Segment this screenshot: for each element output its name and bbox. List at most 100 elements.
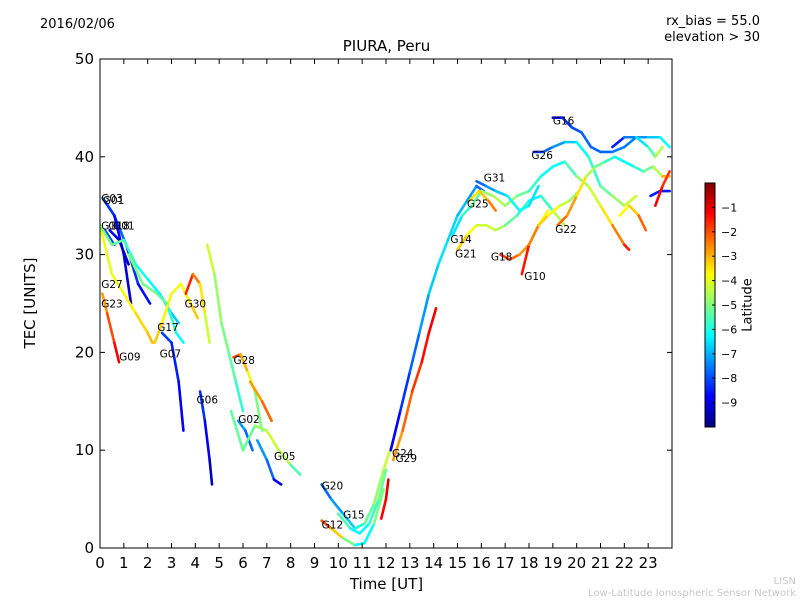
data-segment [515, 189, 531, 198]
data-segment [623, 135, 638, 149]
data-segment [177, 380, 185, 432]
data-segment [363, 502, 376, 525]
data-segment [527, 223, 540, 247]
series-G20 [320, 439, 395, 530]
satellite-label: G29 [396, 453, 418, 465]
data-segment [420, 331, 431, 364]
data-segment [103, 199, 116, 217]
data-segment [134, 263, 149, 281]
x-tick-label: 12 [376, 554, 395, 572]
data-segment [599, 184, 614, 198]
data-segment [446, 214, 459, 242]
colorbar-tick-label: −1 [721, 201, 737, 214]
colorbar-tick-label: −2 [721, 226, 737, 239]
x-tick-label: 23 [639, 554, 658, 572]
satellite-label: G11 [101, 220, 123, 232]
data-segment [651, 165, 664, 178]
data-segment [191, 272, 202, 286]
y-tick-label: 20 [75, 343, 94, 361]
data-segment [236, 419, 247, 432]
footer-line-2: Low-Latitude Ionospheric Sensor Network [588, 588, 796, 599]
data-segment [184, 272, 195, 296]
data-segment [437, 238, 450, 266]
data-segment [491, 194, 507, 207]
data-segment [260, 399, 273, 423]
data-segment [391, 429, 404, 462]
data-segment [341, 536, 357, 547]
data-segment [113, 341, 121, 364]
series-G29 [391, 307, 438, 462]
series-G30 [184, 272, 211, 344]
data-segment [122, 238, 138, 266]
data-segment [632, 165, 645, 173]
data-segment [475, 179, 488, 188]
data-segment [570, 126, 583, 134]
data-segment [575, 175, 588, 198]
data-segment [508, 253, 521, 261]
data-segment [611, 135, 626, 149]
satellite-label: G09 [119, 351, 141, 363]
data-segment [255, 439, 269, 462]
data-segment [208, 458, 214, 486]
x-tick-label: 14 [424, 554, 443, 572]
data-segment [460, 204, 474, 217]
data-segment [654, 145, 664, 159]
data-segment [587, 184, 602, 207]
data-segment [611, 194, 626, 207]
data-segment [329, 527, 345, 540]
colorbar-tick-label: −3 [721, 250, 737, 263]
data-segment [105, 311, 116, 344]
data-segment [539, 165, 555, 178]
x-tick-label: 21 [591, 554, 610, 572]
data-segment [160, 331, 173, 344]
date-label: 2016/02/06 [40, 17, 115, 32]
data-segment [613, 155, 626, 163]
series-G07 [153, 282, 200, 344]
y-tick-label: 0 [84, 539, 94, 557]
data-segment [100, 223, 114, 276]
satellite-label: G25 [467, 199, 489, 211]
data-segment [499, 253, 512, 261]
satellite-label: G28 [233, 355, 255, 367]
series-G06 [160, 331, 185, 432]
data-segment [465, 184, 478, 203]
x-tick-label: 18 [519, 554, 538, 572]
data-segment [410, 360, 424, 393]
series-G27 [100, 223, 154, 344]
x-tick-label: 4 [191, 554, 201, 572]
data-segment [623, 194, 638, 207]
data-segment [494, 189, 509, 198]
series-G13 [229, 409, 302, 476]
x-tick-label: 17 [496, 554, 515, 572]
data-segment [646, 145, 657, 159]
data-segment [480, 189, 495, 198]
data-segment [203, 311, 211, 344]
x-tick-label: 16 [472, 554, 491, 572]
data-segment [456, 199, 469, 217]
x-tick-label: 13 [400, 554, 419, 572]
series-G15 [337, 468, 388, 535]
data-segment [599, 204, 614, 227]
data-segment [654, 184, 664, 207]
data-segment [589, 145, 602, 154]
data-segment [234, 380, 245, 413]
data-segment [427, 263, 440, 296]
data-segment [556, 214, 569, 227]
y-tick-label: 10 [75, 441, 94, 459]
x-tick-label: 2 [143, 554, 153, 572]
data-segment [539, 194, 555, 212]
data-segment [627, 204, 640, 217]
satellite-label: G26 [531, 150, 553, 162]
data-segment [272, 478, 283, 486]
data-segment [134, 311, 149, 335]
data-segment [136, 282, 152, 305]
series-G12b [379, 478, 390, 520]
data-segment [618, 204, 631, 217]
x-tick-label: 3 [167, 554, 177, 572]
series-G19 [248, 380, 273, 423]
data-segment [248, 380, 264, 403]
data-segment [584, 165, 598, 178]
data-segment [320, 519, 333, 530]
data-segment [220, 321, 230, 354]
